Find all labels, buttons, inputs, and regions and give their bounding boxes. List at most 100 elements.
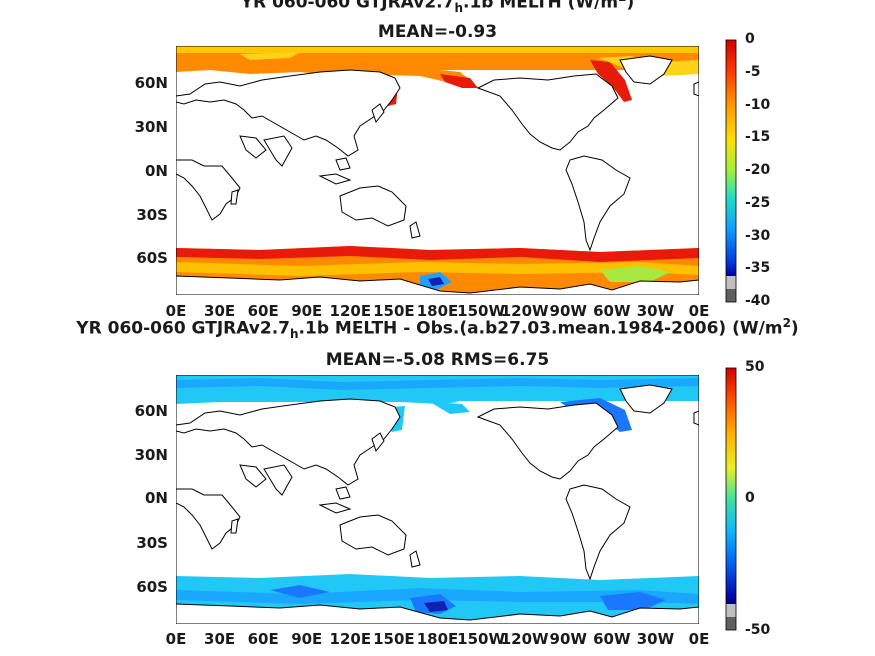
panel2-lon-label: 150W (457, 630, 506, 648)
panel2-lat-label: 30N (134, 446, 168, 464)
panel1-lon-label: 150E (373, 302, 415, 320)
panel1-lon-label: 0E (165, 302, 187, 320)
panel1-south-america (565, 155, 631, 252)
panel1-africa (176, 159, 241, 221)
panel1-arctic-yellow (176, 46, 699, 53)
panel2-australia (339, 514, 407, 556)
panel1-stats: MEAN=-0.93 (377, 22, 498, 42)
panel1-colorbar-tick: -10 (745, 96, 771, 113)
panel1-title: YR 060-060 GTJRAv2.7h.1b MELTH (W/m2) (0, 0, 875, 15)
panel1-lat-label: 60S (136, 249, 168, 267)
panel1-lat-label: 60N (134, 74, 168, 92)
panel1-ross-dark (428, 277, 444, 286)
panel1-lon-label: 150W (457, 302, 506, 320)
panel2-lon-label: 90E (291, 630, 323, 648)
panel2-lon-label: 180E (416, 630, 459, 648)
panel2-arctic-blue-band (176, 378, 699, 390)
panel1-indonesia (318, 173, 352, 185)
panel1-lat-label: 0N (145, 162, 168, 180)
panel1-eurasia (176, 69, 401, 157)
panel2-colorbar-tick: 50 (745, 359, 765, 375)
panel1-continents (176, 55, 699, 252)
panel2-title: YR 060-060 GTJRAv2.7h.1b MELTH - Obs.(a.… (0, 316, 875, 341)
panel2-title-units: .1b MELTH - Obs.(a.b27.03.mean.1984-2006… (298, 318, 783, 339)
panel1-greenland (619, 55, 673, 85)
panel1-colorbar (725, 39, 737, 303)
panel1-uk (693, 81, 699, 97)
panel1-title-sup: 2 (618, 0, 626, 4)
panel1-india (263, 135, 293, 167)
panel1-lon-label: 120E (329, 302, 372, 320)
panel1-north-america (476, 73, 619, 151)
panel1-antarctica (176, 275, 699, 295)
panel2-lat-label: 0N (145, 489, 168, 507)
panel1-newzealand (409, 221, 421, 239)
panel2-bering-cyan (430, 402, 470, 414)
panel1-colorbar-tick: -40 (745, 293, 771, 309)
panel2-india (263, 464, 293, 496)
panel2-lon-label: 60W (593, 630, 631, 648)
panel1-australia (339, 185, 407, 227)
panel1-colorbar-tick: -35 (745, 260, 771, 277)
panel2-lat-label: 60N (134, 402, 168, 420)
panel1-lon-label: 30W (636, 302, 675, 320)
panel1-colorbar-tick: -5 (745, 63, 761, 80)
panel2-lon-label: 90W (549, 630, 587, 648)
panel2-africa (176, 488, 241, 550)
panel2-lat-label: 30S (136, 534, 168, 552)
panel1-weddell-green (600, 266, 670, 282)
panel2-uk (693, 410, 699, 426)
panel2-lon-label: 120W (500, 630, 549, 648)
panel1-lon-label: 90E (291, 302, 323, 320)
panel1-lon-label: 90W (549, 302, 587, 320)
panel2-weddell-blue (600, 592, 666, 610)
panel1-lat-label: 30S (136, 206, 168, 224)
panel1-madagascar (230, 189, 239, 205)
panel2-lon-label: 60E (247, 630, 279, 648)
panel2-lon-label: 30E (204, 630, 236, 648)
panel2-map (176, 375, 699, 624)
panel1-lon-label: 30E (204, 302, 236, 320)
panel1-title-units: .1b MELTH (W/m (462, 0, 619, 13)
panel2-lat-label: 60S (136, 578, 168, 596)
panel2-colorbar (725, 367, 737, 631)
panel2-lon-label: 0E (165, 630, 187, 648)
panel2-title-close: ) (790, 318, 799, 339)
panel1-lon-label: 120W (500, 302, 549, 320)
panel2-north-america (476, 402, 619, 480)
panel1-colorbar-tick: -30 (745, 227, 771, 244)
panel1-lat-label: 30N (134, 118, 168, 136)
panel2-south-america (565, 484, 631, 581)
panel1-title-main: YR 060-060 GTJRAv2.7 (240, 0, 455, 13)
panel1-lon-label: 0E (688, 302, 710, 320)
panel1-title-close: ) (626, 0, 635, 13)
panel2-lon-label: 120E (329, 630, 372, 648)
panel1-lon-label: 60E (247, 302, 279, 320)
panel1-bering-red (440, 74, 478, 88)
panel1-colorbar-tick: 0 (745, 31, 755, 47)
panel2-antarctica (176, 603, 699, 624)
panel1-borneo (335, 157, 351, 171)
panel2-madagascar (230, 518, 239, 534)
panel1-arctic-coast-band (176, 58, 470, 84)
panel1-southern-red-edge (176, 246, 699, 262)
panel2-continents (176, 384, 699, 581)
panel2-title-main: YR 060-060 GTJRAv2.7 (76, 318, 290, 339)
panel2-borneo (335, 486, 351, 500)
panel2-arctic-coast-band (176, 388, 460, 404)
panel2-title-sub: h (289, 327, 299, 342)
panel1-title-sub: h (454, 1, 463, 16)
panel2-indonesia (318, 502, 352, 514)
panel1-lon-label: 60W (593, 302, 631, 320)
panel2-colorbar-tick: 0 (745, 490, 755, 506)
panel2-newzealand (409, 550, 421, 568)
panel2-lon-label: 30W (636, 630, 675, 648)
panel1-colorbar-tick: -15 (745, 129, 771, 146)
panel2-japan (371, 432, 385, 453)
panel2-lon-label: 150E (373, 630, 415, 648)
panel1-colorbar-tick: -25 (745, 194, 771, 211)
panel2-greenland (619, 384, 673, 414)
panel1-colorbar-tick: -20 (745, 162, 771, 178)
panel1-southern-yellow (176, 262, 699, 276)
